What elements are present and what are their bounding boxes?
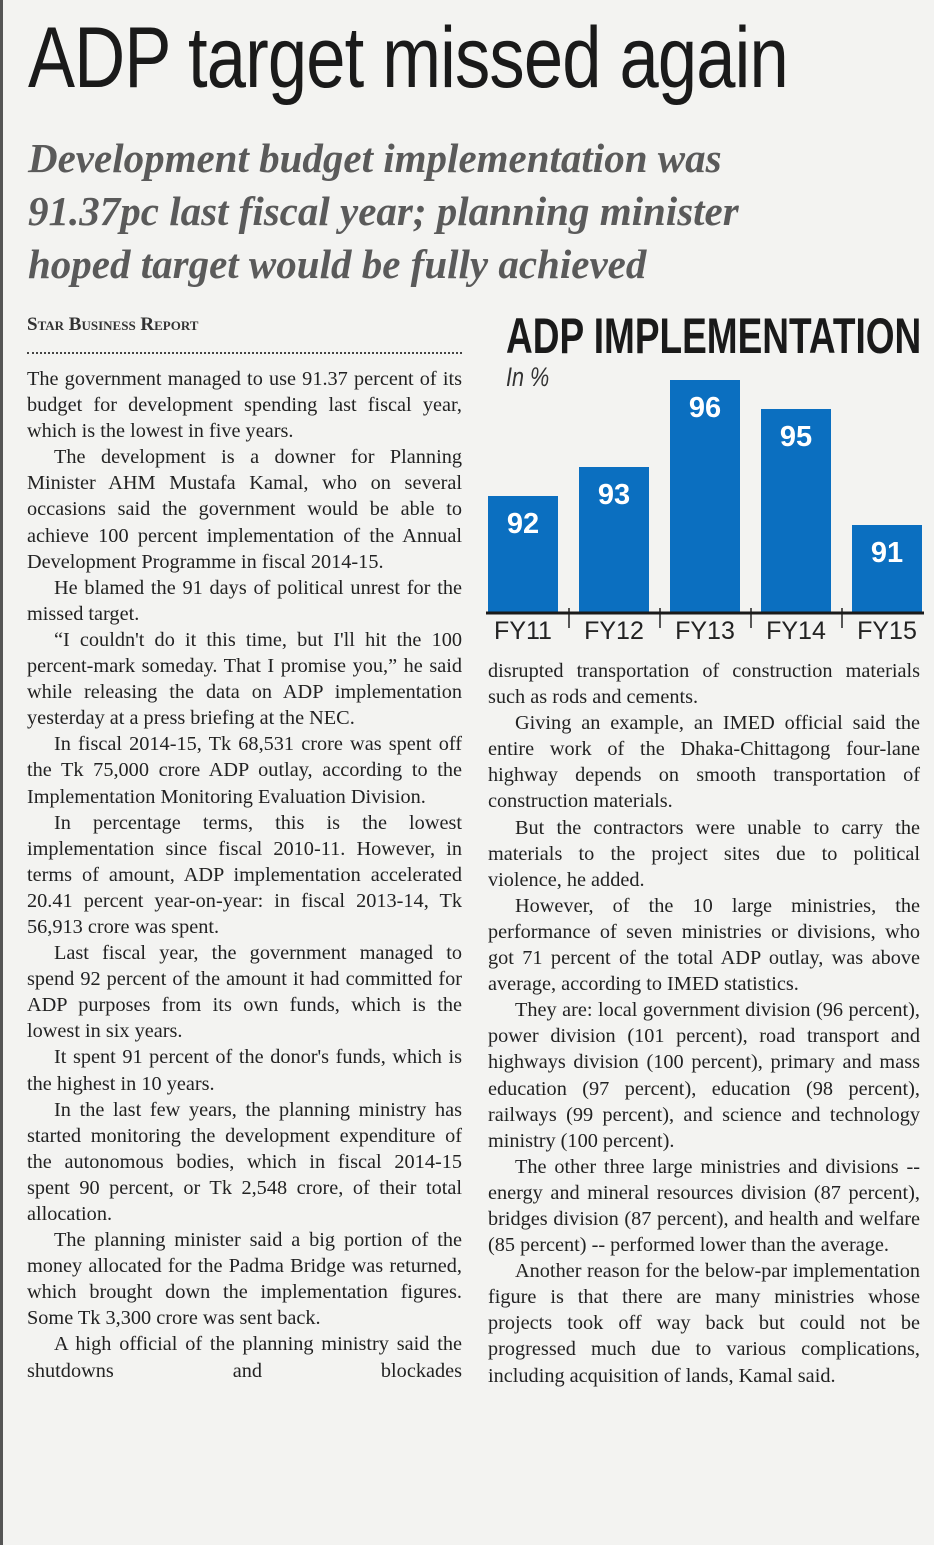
paragraph: But the contractors were unable to carry… [488,816,920,891]
article-column-left: The government managed to use 91.37 perc… [27,366,462,1384]
chart-subtitle: In % [506,362,550,392]
bar-fy12 [579,467,649,612]
bar-value-label: 91 [871,537,903,569]
paragraph: Last fiscal year, the government managed… [27,942,462,1043]
paragraph: In fiscal 2014-15, Tk 68,531 crore was s… [27,733,462,808]
paragraph: The other three large ministries and div… [488,1155,920,1257]
category-label: FY14 [766,617,826,645]
byline: Star Business Report [27,314,199,335]
deck-subheadline: Development budget implementation was 91… [28,132,928,291]
paragraph: The government managed to use 91.37 perc… [27,368,462,443]
bar-value-label: 92 [507,508,539,540]
bar-value-label: 95 [780,421,812,453]
bar-value-label: 96 [689,392,721,424]
paragraph: However, of the 10 large ministries, the… [488,894,920,996]
category-label: FY11 [494,617,552,645]
paragraph: The development is a downer for Planning… [27,446,462,573]
adp-bar-chart: 92 FY11 93 FY12 96 FY13 95 FY14 91 FY15 [486,380,924,645]
category-label: FY15 [857,617,917,645]
article-column-right: disrupted transportation of construction… [488,658,920,1389]
bar-fy11 [488,496,558,612]
bar-fy15 [852,525,922,612]
headline: ADP target missed again [28,10,789,106]
paragraph: The planning minister said a big portion… [27,1229,462,1330]
paragraph: “I couldn't do it this time, but I'll hi… [27,628,462,730]
bar-fy13 [670,380,740,612]
paragraph: In percentage terms, this is the lowest … [27,811,462,938]
page-edge-rule [0,0,3,1545]
category-label: FY13 [675,617,735,645]
paragraph: A high official of the planning ministry… [27,1333,462,1382]
bar-value-label: 93 [598,479,630,511]
paragraph: In the last few years, the planning mini… [27,1098,462,1225]
dotted-divider [27,352,462,354]
bar-fy14 [761,409,831,612]
paragraph: Another reason for the below-par imple­m… [488,1260,920,1387]
paragraph: It spent 91 percent of the donor's funds… [27,1046,462,1095]
category-label: FY12 [584,617,644,645]
paragraph: disrupted transportation of construction… [488,660,920,709]
deck-line: Development budget implementation was [28,135,722,181]
paragraph: He blamed the 91 days of political unres… [27,576,462,625]
deck-line: 91.37pc last fiscal year; planning minis… [28,188,739,234]
deck-line: hoped target would be fully achieved [28,241,647,287]
paragraph: Giving an example, an IMED official said… [488,712,920,813]
paragraph: They are: local government division (96 … [488,999,920,1152]
chart-title: ADP IMPLEMENTATION [506,308,922,364]
